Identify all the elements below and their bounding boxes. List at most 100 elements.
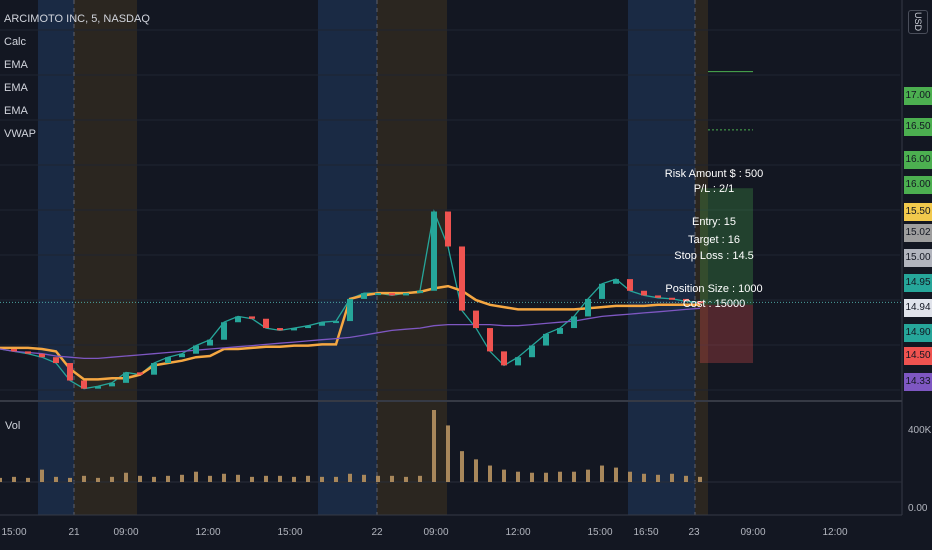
volume-bar bbox=[82, 475, 86, 482]
volume-bar bbox=[40, 469, 44, 482]
volume-bar bbox=[222, 473, 226, 482]
candle bbox=[53, 357, 59, 364]
candle bbox=[501, 351, 507, 366]
series-line-ema bbox=[0, 284, 700, 381]
candle bbox=[207, 339, 213, 346]
candle bbox=[249, 316, 255, 319]
volume-bar bbox=[362, 474, 366, 482]
candle bbox=[277, 328, 283, 331]
legend-calc[interactable]: Calc bbox=[4, 36, 27, 48]
legend-title: ARCIMOTO INC, 5, NASDAQ bbox=[4, 13, 150, 25]
price-tag: 15.50 bbox=[904, 203, 932, 221]
volume-bar bbox=[180, 474, 184, 482]
candle bbox=[487, 328, 493, 352]
x-tick-label: 12:00 bbox=[195, 527, 221, 538]
legend-ema-1[interactable]: EMA bbox=[4, 59, 28, 71]
candle bbox=[375, 293, 381, 296]
price-tag: 14.90 bbox=[904, 324, 932, 342]
volume-bar bbox=[264, 475, 268, 482]
candle bbox=[459, 246, 465, 311]
candle bbox=[305, 325, 311, 329]
legend-ema-3[interactable]: EMA bbox=[4, 105, 28, 117]
entry-label: Entry: 15 bbox=[691, 216, 737, 228]
volume-bar bbox=[530, 472, 534, 482]
volume-bar bbox=[446, 425, 450, 482]
volume-bar bbox=[68, 477, 72, 482]
volume-bar bbox=[474, 459, 478, 482]
x-tick-label: 22 bbox=[371, 527, 383, 538]
candle bbox=[529, 345, 535, 358]
volume-bar bbox=[138, 475, 142, 482]
session-shade bbox=[38, 0, 74, 515]
volume-bar bbox=[110, 476, 114, 482]
x-tick-label: 15:00 bbox=[587, 527, 613, 538]
volume-bar bbox=[306, 475, 310, 482]
volume-tick-zero: 0.00 bbox=[908, 503, 928, 514]
volume-bar bbox=[572, 471, 576, 482]
volume-bar bbox=[292, 476, 296, 482]
candle bbox=[193, 345, 199, 354]
volume-bar bbox=[152, 476, 156, 482]
candle bbox=[95, 386, 101, 389]
candle bbox=[445, 211, 451, 247]
volume-bar bbox=[432, 410, 436, 482]
currency-button[interactable]: USD bbox=[908, 10, 928, 34]
x-tick-label: 15:00 bbox=[277, 527, 303, 538]
volume-bar bbox=[12, 476, 16, 482]
session-shade bbox=[74, 0, 137, 515]
stop-zone bbox=[700, 304, 753, 364]
x-tick-label: 09:00 bbox=[113, 527, 139, 538]
volume-bar bbox=[376, 475, 380, 482]
candle bbox=[319, 322, 325, 326]
volume-bar bbox=[0, 477, 2, 482]
candle bbox=[403, 293, 409, 296]
volume-bar bbox=[166, 475, 170, 482]
candle bbox=[641, 290, 647, 296]
candle bbox=[473, 310, 479, 329]
x-tick-label: 12:00 bbox=[822, 527, 848, 538]
price-tag: 15.00 bbox=[904, 249, 932, 267]
candle bbox=[683, 298, 689, 302]
candle bbox=[235, 316, 241, 323]
candle bbox=[25, 351, 31, 354]
candle bbox=[431, 211, 437, 291]
volume-bar bbox=[460, 451, 464, 482]
x-tick-label: 09:00 bbox=[740, 527, 766, 538]
volume-bar bbox=[670, 473, 674, 482]
candle bbox=[67, 363, 73, 381]
candle bbox=[333, 321, 339, 324]
candle bbox=[291, 328, 297, 331]
price-tag: 17.00 bbox=[904, 87, 932, 105]
price-tag: 16.50 bbox=[904, 118, 932, 136]
volume-bar bbox=[236, 474, 240, 482]
candle bbox=[109, 382, 115, 387]
x-tick-label: 12:00 bbox=[505, 527, 531, 538]
candle bbox=[585, 298, 591, 317]
candle bbox=[543, 333, 549, 346]
volume-bar bbox=[502, 469, 506, 482]
candle bbox=[613, 279, 619, 284]
volume-bar bbox=[124, 472, 128, 482]
volume-bar bbox=[390, 475, 394, 482]
volume-label: Vol bbox=[5, 420, 21, 432]
pl-label: P/L : 2/1 bbox=[693, 183, 735, 195]
price-tag: 14.94 bbox=[904, 299, 932, 317]
candle bbox=[417, 290, 423, 294]
chart-legend: ARCIMOTO INC, 5, NASDAQ Calc EMA EMA EMA… bbox=[4, 8, 150, 146]
candle bbox=[655, 295, 661, 298]
x-tick-label: 15:00 bbox=[1, 527, 27, 538]
price-tag: 14.95 bbox=[904, 274, 932, 292]
stop-loss-label: Stop Loss : 14.5 bbox=[674, 250, 754, 262]
cost-label: Cost : 15000 bbox=[682, 298, 746, 310]
candle bbox=[81, 380, 87, 389]
volume-bar bbox=[642, 473, 646, 482]
legend-ema-2[interactable]: EMA bbox=[4, 82, 28, 94]
candle bbox=[389, 293, 395, 296]
candle bbox=[347, 298, 353, 322]
candle bbox=[11, 349, 17, 352]
candle bbox=[179, 353, 185, 358]
volume-bar bbox=[544, 472, 548, 482]
legend-vwap[interactable]: VWAP bbox=[4, 128, 36, 140]
volume-bar bbox=[278, 475, 282, 482]
